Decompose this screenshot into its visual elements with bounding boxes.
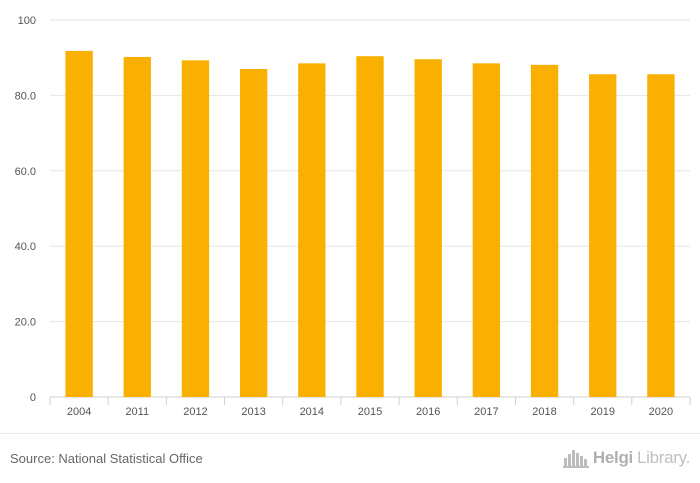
bar-2015: [356, 56, 384, 397]
footer-divider: [0, 433, 700, 434]
x-tick-label: 2014: [300, 406, 324, 418]
y-tick-label: 0: [30, 392, 36, 404]
library-buildings-icon: [562, 450, 589, 468]
bar-2004: [65, 50, 93, 397]
x-tick-label: 2012: [183, 406, 207, 418]
source-note: Source: National Statistical Office: [10, 451, 203, 466]
x-tick-label: 2004: [67, 406, 91, 418]
x-tick-label: 2011: [125, 406, 149, 418]
bar-chart: 0 20.0 40.0 60.0 80.0 100 2004 2011 2012 2013 2014…: [15, 15, 691, 418]
y-tick-label: 100: [18, 15, 36, 27]
x-tick-label: 2013: [241, 406, 265, 418]
bar-2011: [123, 56, 151, 398]
bar-2013: [239, 69, 268, 397]
brand-name-part2: Library.: [636, 448, 690, 467]
bar-2019: [589, 74, 617, 398]
bar-2017: [472, 63, 501, 397]
x-tick-label: 2015: [358, 406, 382, 418]
x-tick-label: 2016: [416, 406, 440, 418]
y-tick-label: 40.0: [15, 241, 36, 253]
bar-2020: [647, 74, 675, 398]
x-tick-label: 2020: [649, 406, 673, 418]
brand-name-part1: Helgi: [592, 448, 633, 467]
bar-2016: [414, 59, 442, 397]
bar-2014: [298, 63, 326, 397]
x-tick-label: 2019: [590, 406, 614, 418]
bar-2012: [181, 60, 210, 398]
bar-2018: [530, 64, 559, 397]
y-tick-label: 60.0: [15, 166, 36, 178]
x-tick-label: 2017: [474, 406, 498, 418]
x-tick-label: 2018: [532, 406, 556, 418]
y-tick-label: 80.0: [15, 90, 36, 102]
y-tick-label: 20.0: [15, 317, 36, 329]
helgi-library-logo[interactable]: Helgi Library.: [562, 448, 690, 468]
